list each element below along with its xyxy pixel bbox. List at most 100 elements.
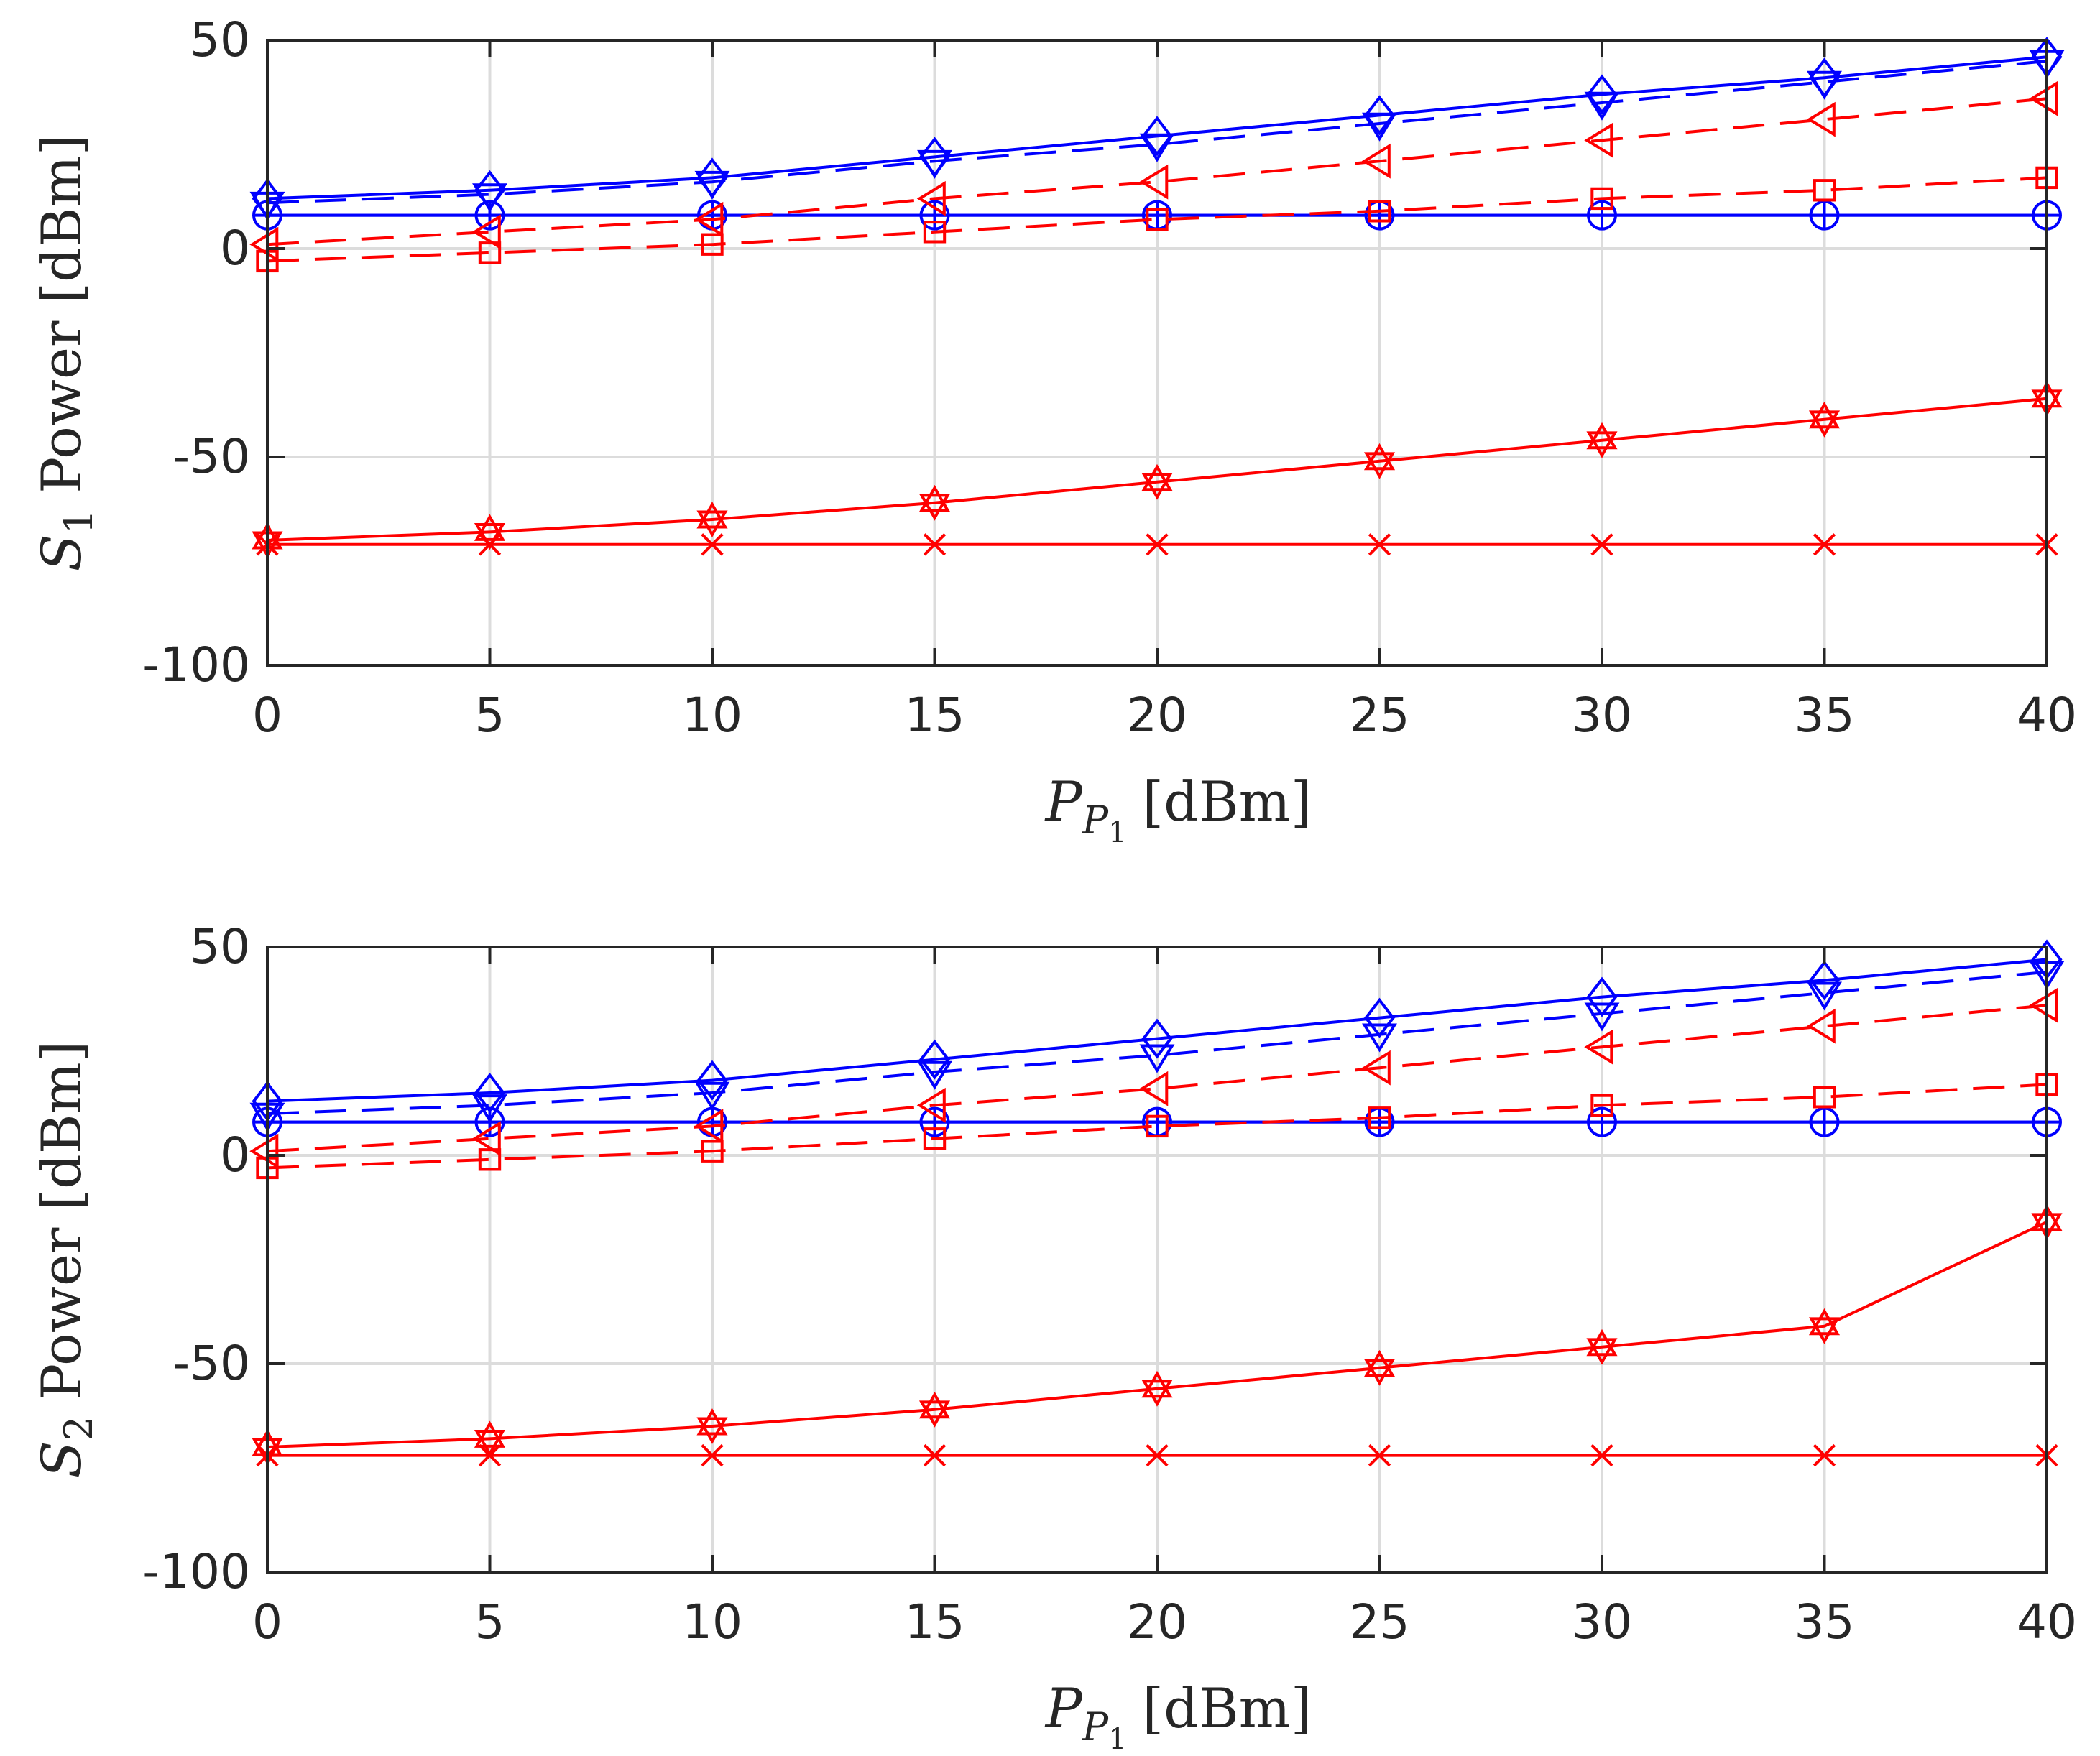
marker-hexagram-down [474, 1429, 506, 1457]
x-tick-label: 20 [1127, 688, 1187, 743]
marker-hexagram-up [918, 484, 951, 512]
tick-marks [266, 39, 2048, 667]
marker-triangle-left [1584, 122, 1613, 158]
marker-hexagram-down [1808, 1317, 1841, 1344]
marker-hexagram-down [474, 522, 506, 550]
y-tick-label: 0 [220, 221, 250, 276]
marker-x [1368, 533, 1391, 556]
marker-triangle-down [917, 149, 952, 179]
marker-hexagram-down [1363, 452, 1396, 479]
marker-hexagram [1586, 422, 1618, 458]
marker-square [478, 241, 502, 264]
marker-triangle-down [1584, 91, 1620, 121]
series-red-x-solid [256, 1443, 2058, 1467]
marker-square [1146, 1114, 1169, 1138]
marker-x [1368, 1443, 1391, 1467]
marker-triangle-down [1362, 112, 1397, 142]
y-axis-label-sub: 2 [56, 1416, 101, 1441]
x-tick-label: 35 [1795, 688, 1855, 743]
x-axis-label-sub: P [1082, 798, 1110, 843]
x-tick-label: 5 [475, 1594, 505, 1650]
y-tick-label: -50 [172, 1336, 250, 1391]
marker-square [1590, 187, 1613, 211]
marker-hexagram [1363, 1349, 1396, 1386]
y-tick-label: -50 [172, 429, 250, 484]
marker-hexagram-up [1363, 443, 1396, 471]
marker-hexagram-down [1586, 431, 1618, 458]
x-tick-label: 10 [682, 688, 742, 743]
marker-triangle-left [1806, 1008, 1836, 1044]
x-tick-label: 30 [1572, 1594, 1632, 1650]
marker-hexagram-down [1808, 410, 1841, 438]
marker-triangle-left [1139, 164, 1169, 200]
marker-diamond [1141, 116, 1173, 157]
marker-x [1813, 1443, 1836, 1467]
x-tick-label: 10 [682, 1594, 742, 1650]
marker-hexagram-down [1363, 1359, 1396, 1386]
x-axis-label: PP1 [dBm] [1044, 770, 1312, 849]
marker-hexagram-up [474, 1420, 506, 1448]
marker-hexagram-down [696, 1417, 728, 1444]
series-line-blue-down-triangle-dashed [267, 60, 2048, 205]
series-blue-down-triangle-dashed [249, 50, 2065, 221]
series-line-red-left-triangle-dashed [267, 97, 2048, 246]
marker-triangle-left [694, 201, 724, 237]
marker-square [1590, 1094, 1613, 1117]
series-red-left-triangle-dashed [249, 987, 2058, 1169]
marker-square [478, 1148, 502, 1171]
marker-hexagram-up [474, 514, 506, 541]
marker-triangle-down [1807, 70, 1842, 100]
marker-hexagram-up [1808, 401, 1841, 429]
marker-square [1813, 179, 1836, 202]
x-tick-label: 15 [905, 688, 965, 743]
marker-square [1368, 200, 1391, 223]
x-axis-label-main: P [1044, 770, 1084, 833]
x-tick-label: 35 [1795, 1594, 1855, 1650]
marker-triangle-down [917, 1060, 952, 1090]
marker-diamond [696, 1060, 728, 1101]
marker-hexagram [1808, 401, 1841, 438]
marker-hexagram-up [1808, 1308, 1841, 1336]
series-group [249, 37, 2065, 558]
marker-x [701, 1443, 724, 1467]
marker-hexagram-down [1586, 1338, 1618, 1365]
marker-triangle-left [1361, 1050, 1391, 1086]
marker-diamond [918, 1039, 951, 1080]
marker-triangle-down [694, 170, 730, 200]
marker-square [923, 221, 947, 244]
marker-hexagram-down [696, 510, 728, 537]
series-group [249, 939, 2065, 1467]
marker-plus [1810, 1108, 1838, 1136]
marker-x [1590, 533, 1613, 556]
marker-triangle-left [2029, 80, 2058, 116]
x-tick-label: 15 [905, 1594, 965, 1650]
marker-triangle-down [1807, 981, 1842, 1011]
y-tick-label: -100 [142, 637, 250, 693]
x-axis-label-unit: [dBm] [1143, 770, 1312, 833]
marker-diamond [1141, 1018, 1173, 1059]
y-axis-label: S2 Power [dBm] [29, 1041, 101, 1479]
marker-hexagram-down [918, 1400, 951, 1428]
y-axis-label-main: S [29, 1441, 93, 1478]
x-axis-label-subsub: 1 [1108, 1723, 1126, 1756]
series-line-red-hexagram-solid [267, 397, 2048, 542]
y-axis-label-sub: 1 [56, 509, 101, 534]
series-line-blue-diamond-solid [267, 958, 2048, 1103]
marker-triangle-down [1139, 1044, 1175, 1073]
marker-square [1146, 208, 1169, 231]
marker-x [923, 533, 947, 556]
marker-triangle-left [694, 1108, 724, 1144]
marker-x [701, 533, 724, 556]
x-tick-label: 25 [1350, 688, 1410, 743]
marker-x [1146, 1443, 1169, 1467]
tick-marks [266, 946, 2048, 1574]
y-tick-label: 50 [190, 12, 250, 68]
series-line-red-left-triangle-dashed [267, 1004, 2048, 1153]
marker-hexagram [1141, 463, 1173, 500]
marker-triangle-left [916, 180, 946, 216]
series-line-red-square-dashed [267, 176, 2048, 263]
series-blue-plus-solid [254, 201, 2060, 229]
marker-hexagram-down [918, 494, 951, 521]
marker-hexagram-down [1141, 473, 1173, 500]
x-tick-label: 0 [252, 688, 282, 743]
